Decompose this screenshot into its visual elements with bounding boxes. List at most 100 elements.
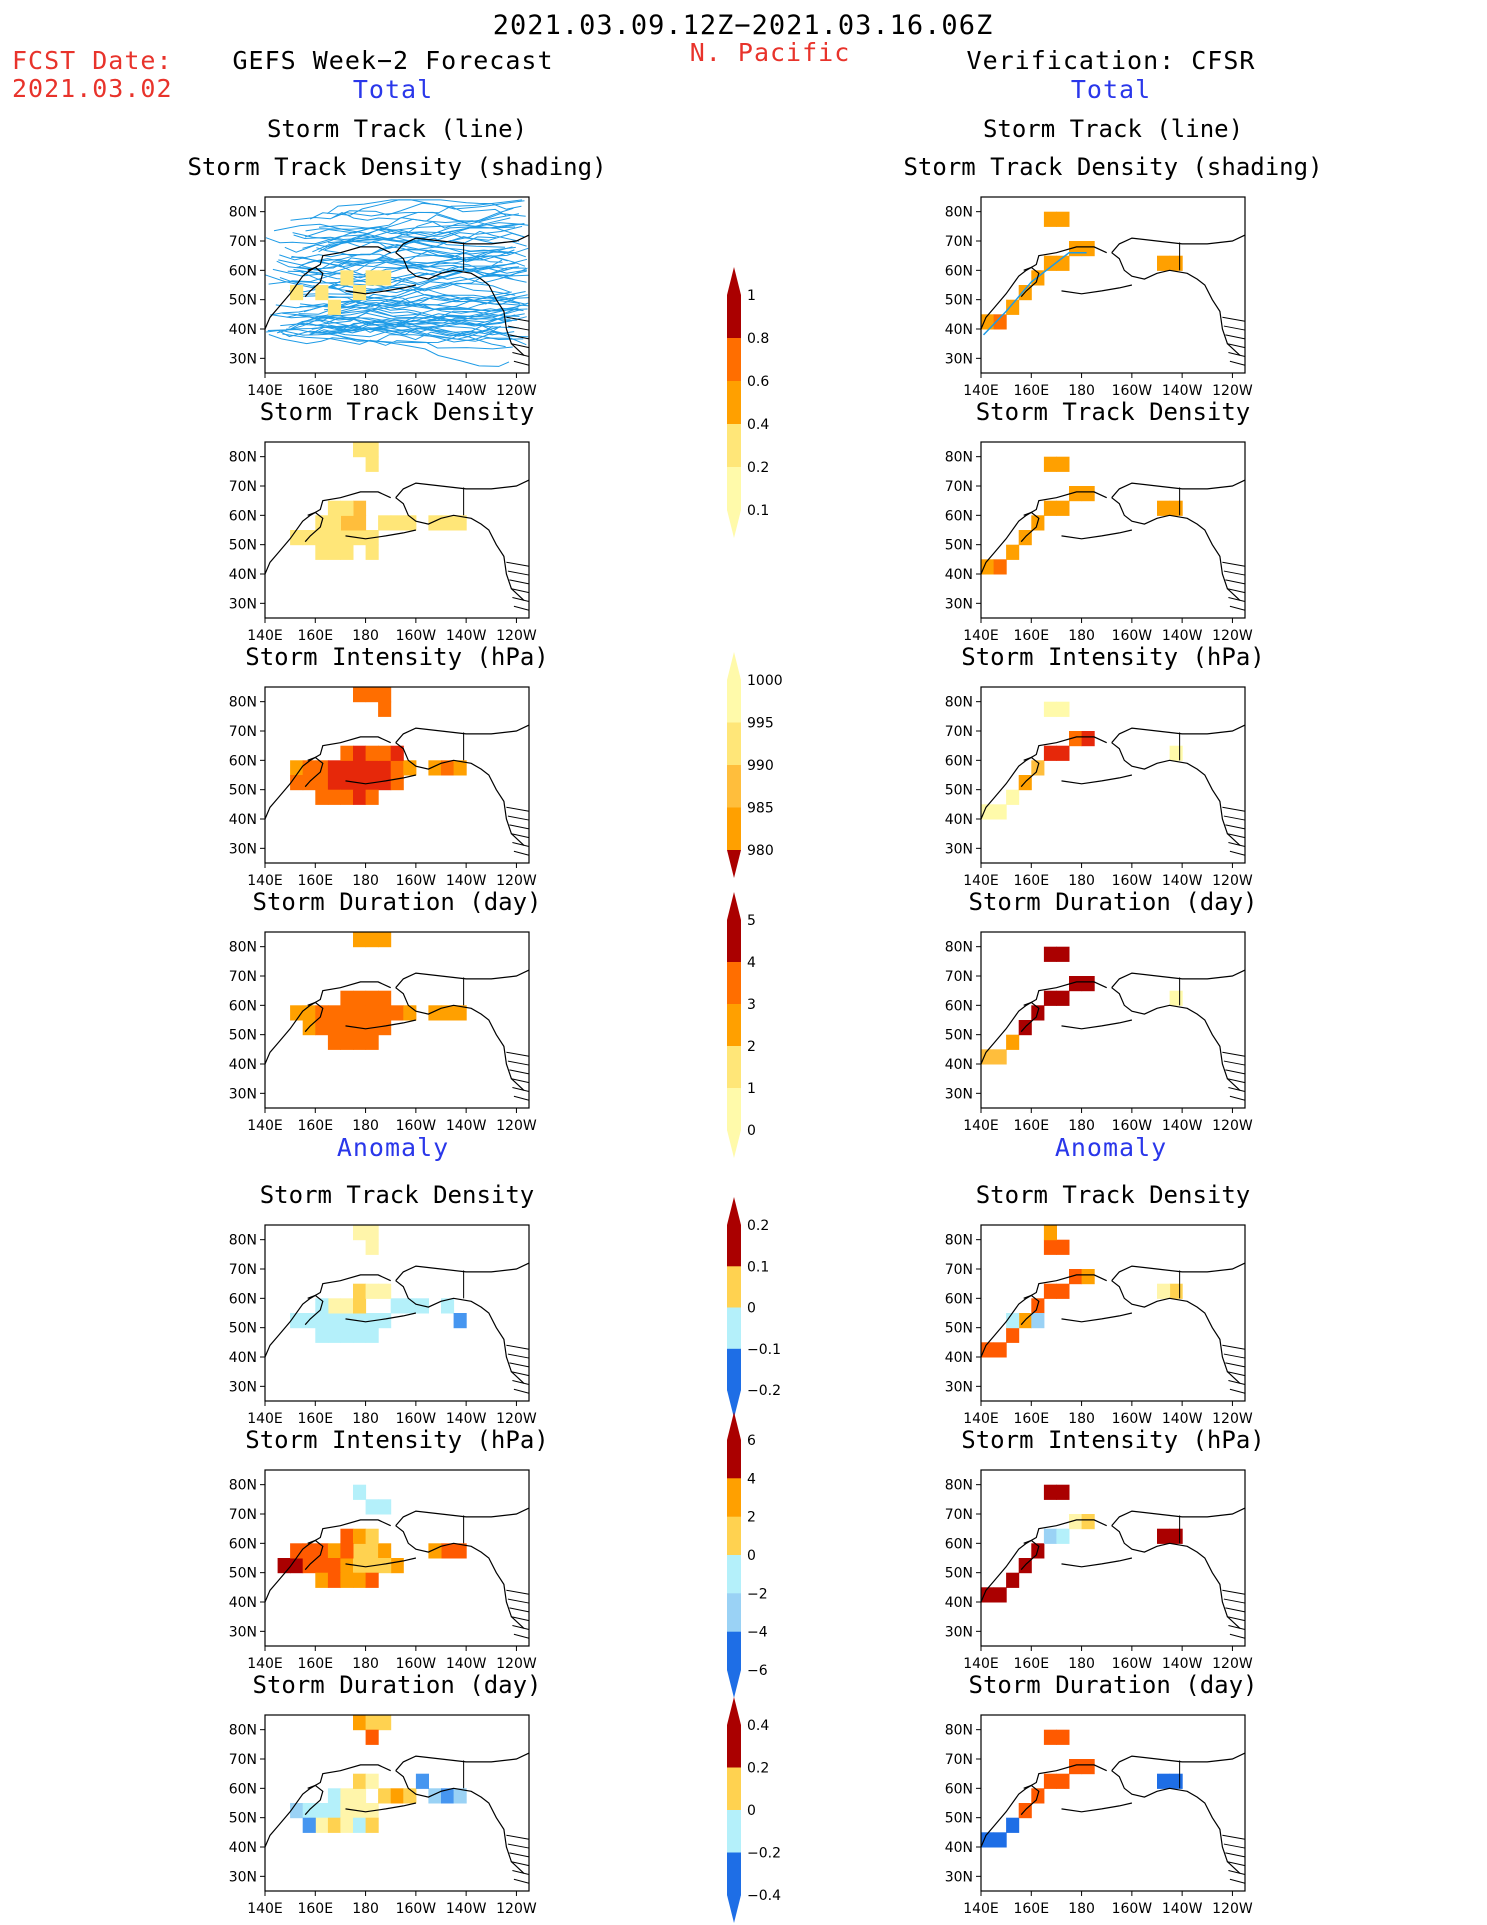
- grid-cell: [993, 314, 1007, 330]
- lon-tick-label: 180: [352, 1118, 379, 1134]
- lat-tick-label: 40N: [945, 322, 973, 338]
- grid-cell: [1169, 990, 1183, 1006]
- colorbar-label: 0.2: [747, 1218, 769, 1234]
- colorbar-label: −4: [747, 1625, 768, 1641]
- lat-tick-label: 50N: [945, 1321, 973, 1337]
- lon-tick-label: 160W: [1112, 383, 1153, 399]
- grid-cell: [993, 1832, 1007, 1848]
- grid-cell: [340, 515, 354, 531]
- coastline: [1111, 234, 1246, 254]
- coastline: [395, 1752, 530, 1772]
- lat-tick-label: 50N: [945, 1566, 973, 1582]
- state-border: [512, 1869, 530, 1875]
- grid-cell: [327, 299, 341, 315]
- colorbar-segment: [727, 1593, 741, 1633]
- grid-cell: [365, 1729, 379, 1745]
- storm-track-line: [268, 325, 493, 345]
- grid-cell: [340, 1543, 354, 1559]
- colorbar-segment: [727, 1004, 741, 1047]
- colorbar-label: 1: [747, 1081, 756, 1097]
- lat-tick-label: 70N: [945, 969, 973, 985]
- state-border: [1226, 1861, 1246, 1867]
- grid-cell: [290, 1313, 304, 1329]
- coastline: [345, 1557, 417, 1568]
- lon-tick-label: 140W: [446, 1656, 487, 1672]
- lat-tick-label: 80N: [945, 940, 973, 956]
- state-border: [1222, 806, 1246, 812]
- grid-cell: [353, 1788, 367, 1804]
- lon-tick-label: 120W: [496, 873, 537, 889]
- storm-track-line: [317, 317, 511, 325]
- grid-cell: [315, 1572, 329, 1588]
- grid-cell: [327, 544, 341, 560]
- state-border: [1223, 325, 1246, 331]
- map-panel-verif-anom-intensity: Storm Intensity (hPa) 80N 70N 60N 50N 40N 30N 1…: [945, 1426, 1265, 1672]
- coastline: [345, 284, 417, 295]
- grid-cell: [378, 1499, 392, 1515]
- map-frame: [980, 1224, 1246, 1402]
- state-border: [1223, 1060, 1246, 1066]
- colorbar-label: 0.8: [747, 331, 769, 347]
- panel-title: Storm Track Density: [260, 398, 535, 426]
- lat-tick-label: 50N: [229, 1811, 257, 1827]
- state-border: [510, 833, 530, 839]
- storm-track-line: [322, 315, 518, 333]
- lat-tick-label: 60N: [945, 1536, 973, 1552]
- lon-tick-label: 140E: [963, 873, 999, 889]
- coastline: [395, 1525, 525, 1629]
- grid-cell: [1056, 1773, 1070, 1789]
- state-border: [510, 1616, 530, 1622]
- grid-cell: [290, 285, 304, 301]
- state-border: [510, 588, 530, 594]
- grid-cell: [327, 775, 341, 791]
- grid-cell: [1169, 1283, 1183, 1299]
- state-border: [1226, 833, 1246, 839]
- lat-tick-label: 50N: [229, 1321, 257, 1337]
- panel-title: Storm Intensity (hPa): [245, 643, 548, 671]
- storm-track-line: [982, 251, 1087, 336]
- lat-tick-label: 60N: [229, 753, 257, 769]
- state-border: [510, 1371, 530, 1377]
- lon-tick-label: 120W: [1212, 1411, 1253, 1427]
- grid-cell: [365, 1773, 379, 1789]
- colorbar-label: −6: [747, 1663, 768, 1679]
- grid-cell: [453, 1543, 467, 1559]
- lat-tick-label: 60N: [229, 508, 257, 524]
- grid-cell: [353, 515, 367, 531]
- colorbar-anom-density: −0.2 −0.1 0 0.1 0.2: [727, 1197, 781, 1418]
- state-border: [509, 1607, 530, 1613]
- coastline: [1061, 529, 1133, 540]
- grid-cell: [327, 1543, 341, 1559]
- grid-cell: [327, 1817, 341, 1833]
- forecast-title: GEFS Week−2 Forecast: [232, 46, 554, 75]
- grid-cell: [1056, 500, 1070, 516]
- grid-cell: [1081, 241, 1095, 257]
- grid-cell: [378, 515, 392, 531]
- grid-cell: [353, 1327, 367, 1343]
- grid-cell: [365, 1283, 379, 1299]
- grid-cell: [365, 1034, 379, 1050]
- grid-cell: [365, 1528, 379, 1544]
- coastline: [304, 1784, 324, 1816]
- grid-cell: [340, 1327, 354, 1343]
- storm-track-line: [305, 212, 526, 234]
- colorbar-label: −0.1: [747, 1342, 781, 1358]
- state-border: [512, 1086, 530, 1092]
- state-border: [506, 1051, 530, 1057]
- grid-cell: [1043, 500, 1057, 516]
- grid-cell: [1069, 1269, 1083, 1285]
- coastline: [395, 1262, 530, 1282]
- state-border: [512, 841, 530, 847]
- grid-cell: [1157, 1528, 1171, 1544]
- grid-cell: [340, 1313, 354, 1329]
- grid-cell: [1043, 1484, 1057, 1500]
- state-border: [513, 1633, 530, 1639]
- state-border: [507, 1353, 530, 1359]
- grid-cell: [353, 1298, 367, 1314]
- grid-cell: [390, 515, 404, 531]
- lat-tick-label: 40N: [229, 322, 257, 338]
- panel-title: Storm Duration (day): [253, 888, 542, 916]
- colorbar-arrow-bottom: [727, 850, 741, 878]
- state-border: [512, 351, 530, 357]
